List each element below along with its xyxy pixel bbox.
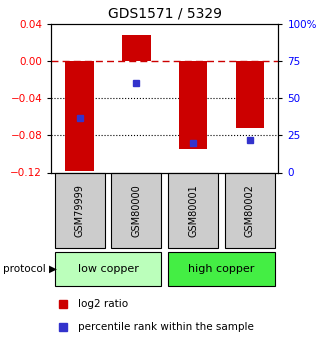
Text: high copper: high copper [188, 264, 255, 274]
Bar [65, 61, 94, 171]
Text: low copper: low copper [77, 264, 139, 274]
Bar [168, 252, 275, 286]
Text: GSM80000: GSM80000 [132, 184, 141, 237]
Text: log2 ratio: log2 ratio [78, 299, 129, 309]
Bar [122, 35, 151, 61]
Text: GSM80002: GSM80002 [245, 184, 255, 237]
Bar [225, 172, 275, 248]
Bar [179, 61, 207, 149]
Bar [236, 61, 264, 128]
Text: protocol ▶: protocol ▶ [3, 264, 57, 274]
Text: GSM80001: GSM80001 [188, 184, 198, 237]
Title: GDS1571 / 5329: GDS1571 / 5329 [108, 6, 222, 20]
Bar [55, 252, 161, 286]
Bar [55, 172, 105, 248]
Text: percentile rank within the sample: percentile rank within the sample [78, 322, 254, 332]
Bar [168, 172, 218, 248]
Text: GSM79999: GSM79999 [75, 184, 84, 237]
Bar [111, 172, 161, 248]
